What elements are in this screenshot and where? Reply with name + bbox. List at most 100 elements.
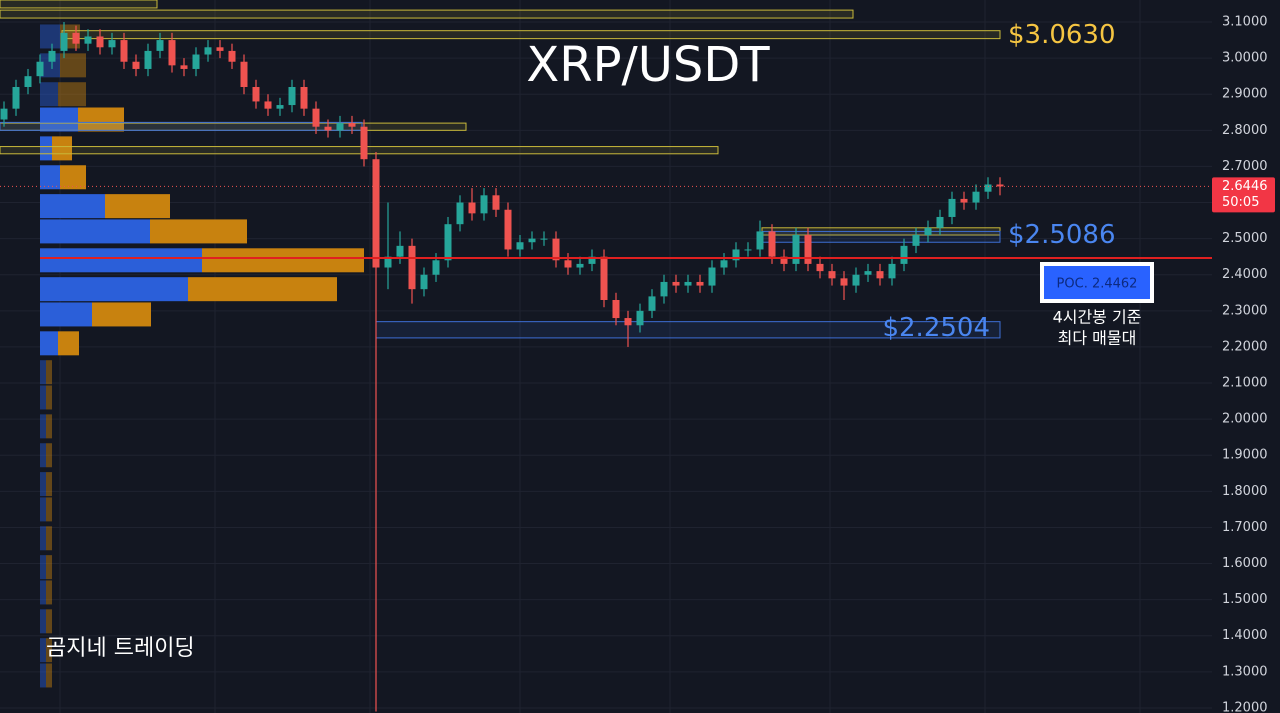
y-tick-label: 2.0000 (1222, 412, 1268, 427)
volume-sell (46, 663, 52, 688)
volume-buy (40, 24, 60, 49)
candle-body (360, 126, 368, 160)
candle-body (120, 40, 128, 62)
volume-buy (40, 609, 46, 634)
candle-body (264, 101, 272, 109)
candle-body (372, 159, 380, 268)
candle-body (408, 245, 416, 290)
candle-body (348, 123, 356, 127)
candle-body (240, 61, 248, 88)
price-zone (0, 0, 158, 9)
volume-sell (52, 136, 72, 161)
candle-body (960, 198, 968, 203)
candle-body (732, 249, 740, 261)
volume-buy (40, 194, 105, 219)
candle-body (804, 235, 812, 264)
candle-body (552, 238, 560, 261)
candle-body (768, 231, 776, 257)
price-zone (0, 146, 719, 155)
candle-body (300, 87, 308, 109)
candle-body (744, 249, 752, 251)
volume-sell (60, 165, 86, 190)
volume-buy (40, 248, 202, 273)
candle-body (84, 36, 92, 44)
y-tick-label: 2.9000 (1222, 87, 1268, 102)
price-zone (0, 121, 363, 131)
volume-sell (46, 414, 52, 439)
candle-body (540, 238, 548, 240)
volume-buy (40, 360, 46, 385)
volume-buy (40, 82, 58, 107)
price-zone (0, 9, 854, 19)
candle-body (636, 310, 644, 326)
volume-sell (46, 526, 52, 551)
poc-label: POC. 2.4462 (1057, 277, 1138, 292)
candle-body (480, 195, 488, 214)
zone-price-label: $3.0630 (1008, 20, 1116, 50)
candle-body (252, 87, 260, 102)
y-tick-label: 2.7000 (1222, 159, 1268, 174)
volume-sell (58, 82, 86, 107)
y-tick-label: 2.1000 (1222, 376, 1268, 391)
volume-buy (40, 302, 92, 327)
poc-box (1040, 262, 1154, 303)
candle-body (108, 40, 116, 48)
candle-body (576, 263, 584, 268)
candle-body (900, 245, 908, 264)
candle-body (132, 61, 140, 69)
candle-body (384, 256, 392, 268)
candle-body (696, 281, 704, 286)
volume-sell (46, 609, 52, 634)
candle-body (216, 47, 224, 51)
volume-buy (40, 638, 46, 663)
candle-body (492, 195, 500, 210)
volume-sell (202, 248, 364, 273)
volume-buy (40, 165, 60, 190)
candle-body (228, 50, 236, 62)
volume-buy (40, 331, 58, 356)
volume-buy (40, 414, 46, 439)
candle-body (276, 105, 284, 109)
volume-buy (40, 219, 150, 244)
candle-body (780, 256, 788, 264)
candle-body (396, 245, 404, 257)
volume-sell (46, 638, 52, 663)
candle-body (684, 281, 692, 286)
candle-body (648, 296, 656, 311)
candle-body (792, 235, 800, 264)
candle-body (720, 260, 728, 268)
y-tick-label: 1.6000 (1222, 556, 1268, 571)
volume-sell (46, 443, 52, 468)
volume-buy (40, 136, 52, 161)
candle-body (156, 40, 164, 51)
candle-body (588, 256, 596, 264)
candle-body (204, 47, 212, 55)
candle-body (336, 123, 344, 131)
candle-body (324, 126, 332, 131)
volume-buy (40, 385, 46, 410)
y-tick-label: 2.2000 (1222, 339, 1268, 354)
candle-body (996, 184, 1004, 187)
candle-body (708, 267, 716, 286)
candle-body (672, 281, 680, 286)
y-tick-label: 1.4000 (1222, 628, 1268, 643)
candle-body (516, 242, 524, 250)
candle-body (852, 274, 860, 286)
price-tag (1212, 177, 1275, 213)
poc-note: 최다 매물대 (1058, 329, 1137, 348)
y-tick-label: 2.8000 (1222, 123, 1268, 138)
y-tick-label: 2.3000 (1222, 303, 1268, 318)
zone-price-label: $2.5086 (1008, 220, 1116, 250)
candle-body (756, 231, 764, 250)
candle-body (144, 50, 152, 69)
vertical-grid (59, 0, 1141, 713)
volume-sell (46, 580, 52, 605)
volume-sell (188, 277, 337, 302)
candle-body (864, 271, 872, 275)
volume-buy (40, 580, 46, 605)
candle-body (24, 76, 32, 88)
volume-buy (40, 472, 46, 497)
candle-body (12, 87, 20, 109)
